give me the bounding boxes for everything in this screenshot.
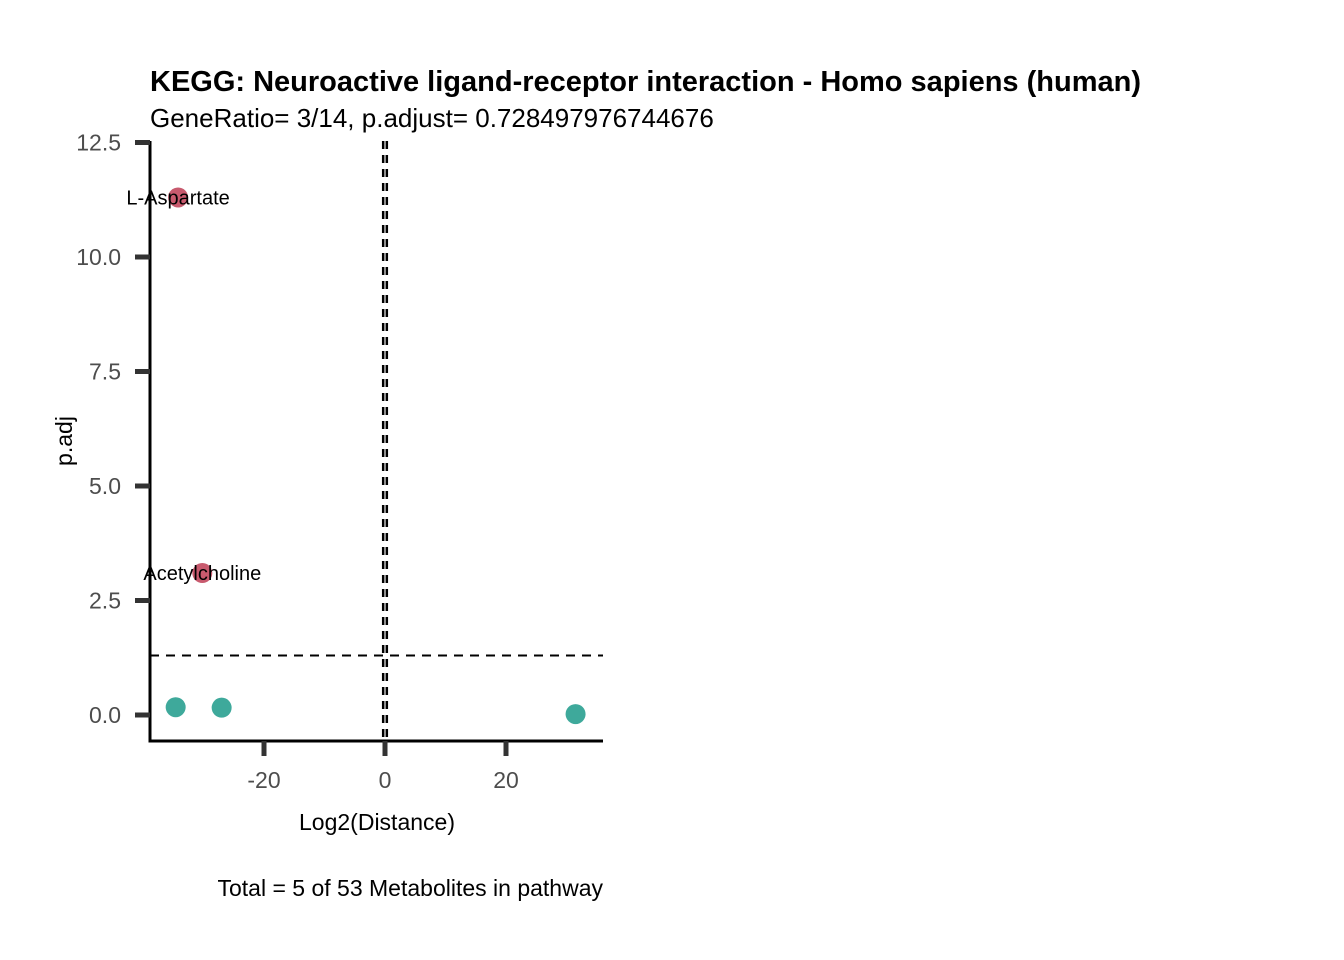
- point-label: Acetylcholine: [143, 563, 261, 585]
- y-axis-ticks: 0.0 2.5 5.0 7.5 10.0 12.5: [76, 130, 150, 728]
- x-tick-label: 20: [493, 767, 519, 793]
- point-labels: L-Aspartate Acetylcholine: [126, 187, 261, 585]
- y-axis-title: p.adj: [51, 416, 77, 466]
- scatter-point: [192, 563, 213, 584]
- chart-title: KEGG: Neuroactive ligand-receptor intera…: [150, 66, 1141, 98]
- y-tick-label: 0.0: [89, 702, 121, 728]
- x-tick-label: 0: [379, 767, 392, 793]
- scatter-point: [211, 697, 232, 718]
- y-tick-label: 7.5: [89, 359, 121, 385]
- y-tick-label: 5.0: [89, 473, 121, 499]
- scatter-point: [168, 187, 189, 208]
- scatter-point: [165, 697, 186, 718]
- chart-caption: Total = 5 of 53 Metabolites in pathway: [218, 875, 604, 901]
- y-tick-label: 12.5: [76, 130, 121, 156]
- scatter-point: [565, 704, 586, 725]
- x-tick-label: -20: [247, 767, 280, 793]
- y-tick-label: 10.0: [76, 244, 121, 270]
- x-axis-title: Log2(Distance): [299, 809, 455, 835]
- chart-subtitle: GeneRatio= 3/14, p.adjust= 0.72849797674…: [150, 103, 714, 133]
- data-points: [165, 187, 586, 725]
- reference-lines: [150, 141, 603, 741]
- y-tick-label: 2.5: [89, 588, 121, 614]
- point-label: L-Aspartate: [126, 187, 229, 209]
- x-axis-ticks: -20 0 20: [247, 741, 519, 793]
